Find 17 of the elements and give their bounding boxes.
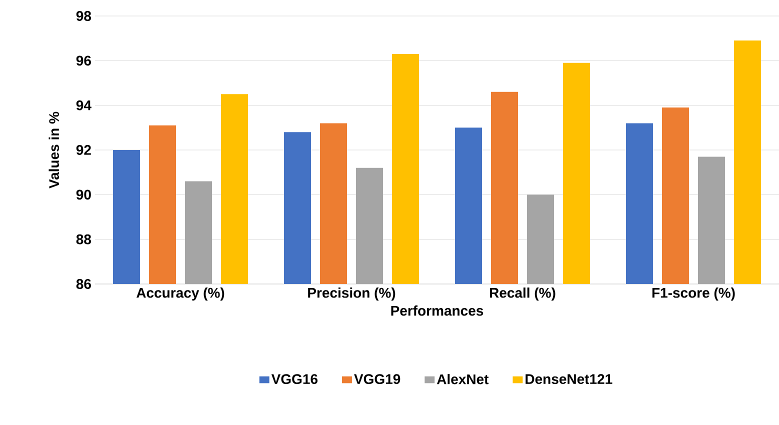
y-tick-label: 96: [76, 56, 91, 66]
legend-label: VGG16: [271, 374, 318, 384]
y-tick-label: 86: [76, 279, 91, 289]
x-tick-label: F1-score (%): [652, 288, 735, 301]
legend-label: DenseNet121: [526, 374, 612, 384]
x-tick-label: Recall (%): [490, 288, 556, 301]
y-axis-title: Values in %: [48, 112, 60, 188]
y-tick-label: 92: [76, 145, 91, 155]
y-tick-label: 98: [76, 11, 92, 21]
x-axis-title: Performances: [391, 305, 484, 316]
x-tick-label: Accuracy (%): [136, 288, 224, 301]
legend-label: AlexNet: [436, 374, 489, 384]
y-tick-label: 90: [76, 190, 91, 200]
y-tick-label: 88: [76, 234, 92, 244]
x-tick-label: Precision (%): [308, 288, 396, 301]
legend-label: VGG19: [354, 374, 400, 384]
y-tick-label: 94: [76, 100, 92, 110]
